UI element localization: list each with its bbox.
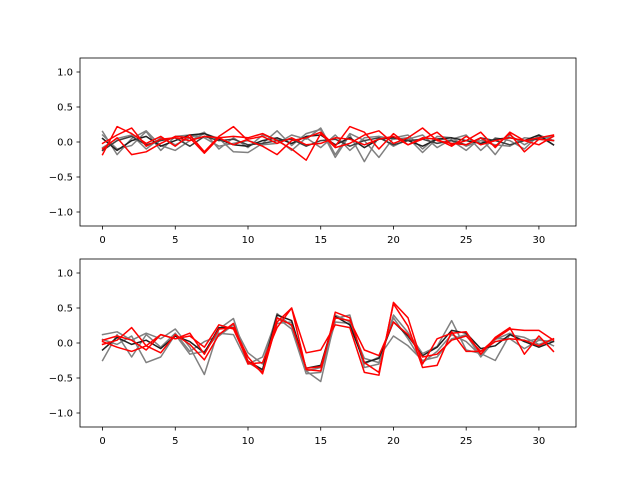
y-tick-label: 1.0	[57, 68, 73, 79]
x-tick-label: 0	[99, 436, 105, 447]
series-line-7	[101, 127, 555, 147]
bottom-subplot: 0 5 10 15 20 25 30 −1.0 −0.5 0.0 0.5 1.0	[49, 258, 577, 447]
x-tick-label: 15	[314, 235, 327, 246]
y-tick-label: 1.0	[57, 269, 73, 280]
x-tick-label: 20	[387, 436, 400, 447]
x-tick-label: 0	[99, 235, 105, 246]
y-tick-label: 0.0	[57, 339, 73, 350]
y-tick-label: 0.0	[57, 138, 73, 149]
y-tick-label: 0.5	[57, 103, 73, 114]
x-axis: 0 5 10 15 20 25 30	[99, 427, 545, 447]
y-tick-label: −0.5	[49, 374, 73, 385]
series-line-5	[101, 125, 555, 156]
x-axis: 0 5 10 15 20 25 30	[99, 226, 545, 246]
y-tick-label: −1.0	[49, 208, 73, 219]
y-axis: −1.0 −0.5 0.0 0.5 1.0	[49, 269, 80, 420]
x-tick-label: 5	[172, 436, 178, 447]
series-lines	[101, 301, 555, 383]
x-tick-label: 20	[387, 235, 400, 246]
series-line-5	[101, 301, 555, 376]
x-tick-label: 30	[533, 235, 546, 246]
top-subplot: 0 5 10 15 20 25 30 −1.0 −0.5 0.0 0.5 1.0	[49, 57, 577, 246]
x-tick-label: 30	[533, 436, 546, 447]
series-line-0	[101, 128, 555, 163]
x-tick-label: 25	[460, 436, 473, 447]
x-tick-label: 10	[242, 235, 255, 246]
y-tick-label: −0.5	[49, 173, 73, 184]
x-tick-label: 10	[242, 436, 255, 447]
series-line-6	[101, 317, 555, 374]
y-tick-label: 0.5	[57, 304, 73, 315]
y-tick-label: −1.0	[49, 409, 73, 420]
x-tick-label: 5	[172, 235, 178, 246]
series-lines	[101, 125, 555, 163]
x-tick-label: 15	[314, 436, 327, 447]
y-axis: −1.0 −0.5 0.0 0.5 1.0	[49, 68, 80, 219]
x-tick-label: 25	[460, 235, 473, 246]
